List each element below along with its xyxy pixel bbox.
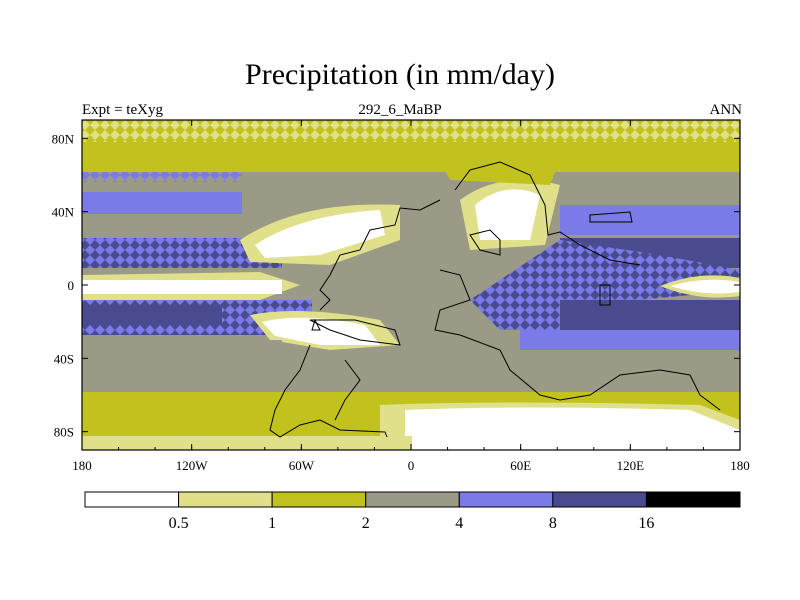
colorbar-label: 0.5	[169, 515, 189, 532]
y-tick-label: 0	[68, 278, 75, 293]
colorbar-swatch	[552, 491, 647, 508]
experiment-label: Expt = teXyg	[82, 102, 163, 118]
colorbar-swatch	[271, 491, 367, 508]
run-label: 292_6_MaBP	[358, 102, 442, 118]
x-tick-label: 0	[408, 458, 415, 473]
colorbar-swatch	[178, 491, 273, 508]
x-tick-label: 60E	[510, 458, 531, 473]
colorbar-swatch	[84, 491, 180, 508]
colorbar-label: 4	[455, 515, 463, 532]
x-tick-label: 180	[72, 458, 92, 473]
x-tick-label: 120E	[617, 458, 645, 473]
colorbar-swatch	[365, 491, 460, 508]
colorbar: 0.5 1 2 4 8 16	[84, 491, 741, 532]
precipitation-field	[82, 120, 740, 450]
colorbar-label: 1	[268, 515, 276, 532]
season-label: ANN	[709, 102, 743, 118]
x-tick-label: 120W	[176, 458, 209, 473]
y-axis: 80N 40N 0 40S 80S	[52, 131, 740, 440]
y-tick-label: 80N	[52, 131, 75, 146]
y-tick-label: 40N	[52, 205, 75, 220]
colorbar-swatch	[458, 491, 554, 508]
coastline-outline	[269, 161, 721, 438]
plot-title: Precipitation (in mm/day)	[245, 58, 555, 91]
x-axis: 180 120W 60W 0 60E 120E 180	[72, 120, 750, 473]
x-tick-label: 60W	[289, 458, 315, 473]
colorbar-label: 8	[549, 515, 557, 532]
colorbar-swatch	[645, 491, 741, 508]
x-tick-label: 180	[730, 458, 750, 473]
y-tick-label: 80S	[54, 425, 74, 440]
colorbar-label: 2	[362, 515, 370, 532]
y-tick-label: 40S	[54, 351, 74, 366]
colorbar-label: 16	[638, 515, 654, 532]
